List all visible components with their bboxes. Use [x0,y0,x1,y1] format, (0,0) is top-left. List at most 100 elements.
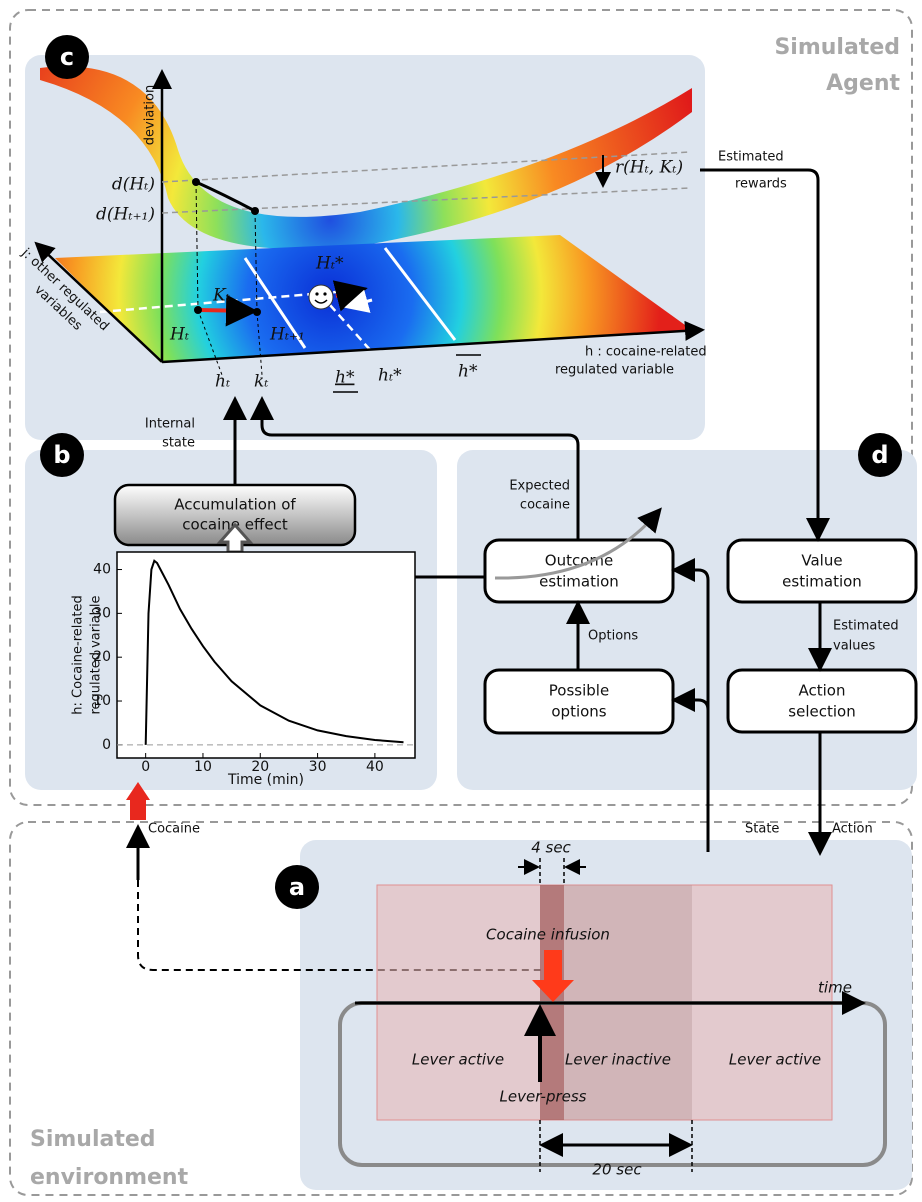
reward-label: r(Hₜ, Kₜ) [615,158,683,178]
flow-label: State [745,822,779,837]
point-hstar: Hₜ* [315,254,344,274]
projection [256,311,263,376]
flow-label: Estimated [833,619,899,634]
flow-arrows [126,168,832,880]
plot-frame [116,551,416,759]
flow-label: Action [832,822,873,837]
flow-label: cocaine [520,498,570,513]
environment-label: Simulated [30,1127,156,1152]
h-axis [161,320,705,364]
smiley [315,292,319,296]
panel-letters: c b d a [40,35,902,909]
flow-label: Estimated [718,150,784,165]
letter: b [53,441,70,469]
smiley [308,284,334,310]
x-tick-label: 20 [251,759,269,775]
deviation-surface [40,66,692,250]
curve-arrow [494,507,662,580]
tick-hlow: h* [335,368,355,388]
trajectory [195,180,256,213]
z-axis-label: deviation [143,85,158,145]
plot-x-label: Time (min) [227,772,304,788]
tick-kt: kₜ [254,372,269,392]
h-axis-label: h : cocaine-related [585,345,707,360]
box-text: Action [799,682,846,700]
point-ht: Hₜ [169,325,190,345]
y-tick-label: 10 [93,693,111,709]
possible-box [483,668,675,735]
box-text: options [551,703,606,721]
flow-label: values [833,639,876,654]
flow-label: Internal [145,417,195,432]
box-text: estimation [782,573,862,591]
d-ht1: d(Hₜ₊₁) [96,205,155,225]
letter: a [289,873,305,901]
action-box [726,668,918,734]
agent-label: Agent [826,71,900,96]
four-sec: 4 sec [531,839,571,857]
box-text: Outcome [545,552,613,570]
j-axis [34,241,163,363]
phase-label: Lever inactive [565,1051,671,1069]
time-label: time [818,979,852,997]
point-kt: Kₜ [212,286,231,306]
x-tick-label: 40 [366,759,384,775]
infusion-label: Cocaine infusion [486,926,610,944]
smiley [314,299,328,304]
box-text: estimation [539,573,619,591]
agent-region [9,9,913,806]
y-tick-label: 20 [93,649,111,665]
flow-label: Options [588,629,638,644]
level-line [161,187,691,214]
phase-label: Lever active [729,1051,821,1069]
d-ht: d(Hₜ) [112,175,155,195]
time-marks [539,858,693,1172]
box-text: Possible [549,682,609,700]
infusion-arrow [532,950,574,1002]
box-text: Accumulation of [174,496,296,514]
y-tick-label: 40 [93,562,111,578]
tick-hhigh: h* [458,362,478,382]
box-text: Value [801,552,842,570]
flow-label: Expected [509,479,570,494]
smiley [323,292,327,296]
hollow-arrow [216,522,254,554]
setpoint-line [329,304,373,353]
phase-label: Lever active [412,1051,504,1069]
point [253,308,261,316]
tick-ht: hₜ [215,372,231,392]
letter: d [871,441,888,469]
twenty-sec: 20 sec [592,1161,642,1179]
step-arrow [199,294,258,327]
x-tick-label: 10 [194,759,212,775]
h-axis-label: regulated variable [555,363,674,378]
cocaine-link [137,880,545,971]
press-label: Lever-press [500,1088,587,1106]
letter: c [60,43,74,71]
agent-label: Simulated [774,35,900,60]
cocaine-arrow [126,782,150,820]
x-tick-label: 0 [141,759,150,775]
flow-label: state [162,436,195,451]
y-tick-label: 30 [93,605,111,621]
point-ht1: Hₜ₊₁ [269,325,305,345]
bound-line [383,247,457,341]
bound-line [243,257,307,349]
flow-label: rewards [735,177,787,192]
flow-label: Cocaine [148,822,200,837]
point [194,306,202,314]
y-tick-label: 0 [102,737,111,753]
plot-y-label: regulated variable [89,595,104,714]
value-box [726,538,918,604]
x-tick-label: 30 [309,759,327,775]
drive-arrow [344,289,373,313]
tick-htstar: hₜ* [378,366,402,386]
state-plane [55,235,692,362]
box-text: selection [788,703,855,721]
curve [144,559,404,745]
environment-label: environment [30,1165,189,1190]
plot-y-label: h: Cocaine-related [71,595,86,714]
projection [195,181,199,311]
outcome-box [483,538,675,604]
